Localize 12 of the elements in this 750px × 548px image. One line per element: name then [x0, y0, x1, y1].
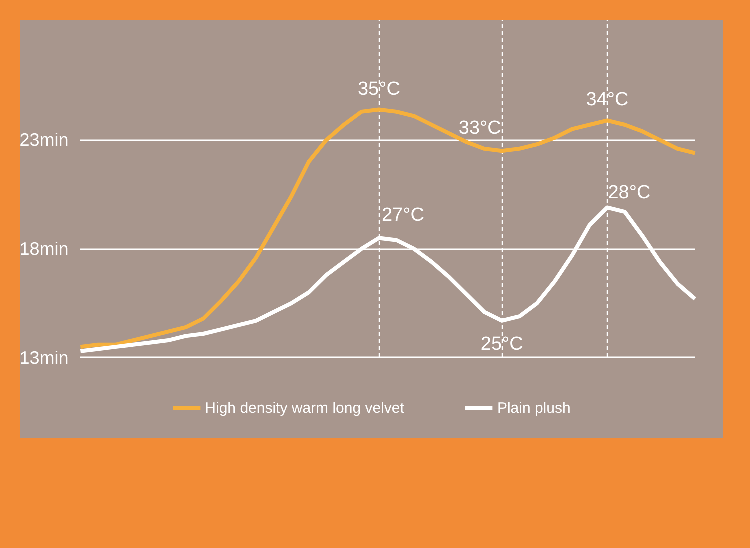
annotation: 34°C — [586, 90, 629, 111]
line-series — [78, 108, 698, 350]
annotation: 28°C — [608, 182, 651, 204]
y-tick-label: 23min — [20, 130, 69, 150]
annotation: 35°C — [358, 78, 400, 100]
legend-label: Plain plush — [497, 400, 571, 416]
annotation: 33°C — [458, 118, 502, 140]
annotation: 25°C — [480, 334, 524, 355]
y-tick-label: 13min — [20, 348, 69, 368]
y-tick-label: 18min — [20, 239, 69, 260]
legend-label: High density warm long velvet — [205, 400, 404, 416]
annotation: 27°C — [382, 205, 424, 226]
